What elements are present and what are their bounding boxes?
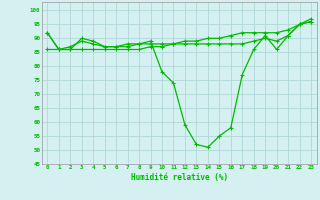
X-axis label: Humidité relative (%): Humidité relative (%) [131,173,228,182]
